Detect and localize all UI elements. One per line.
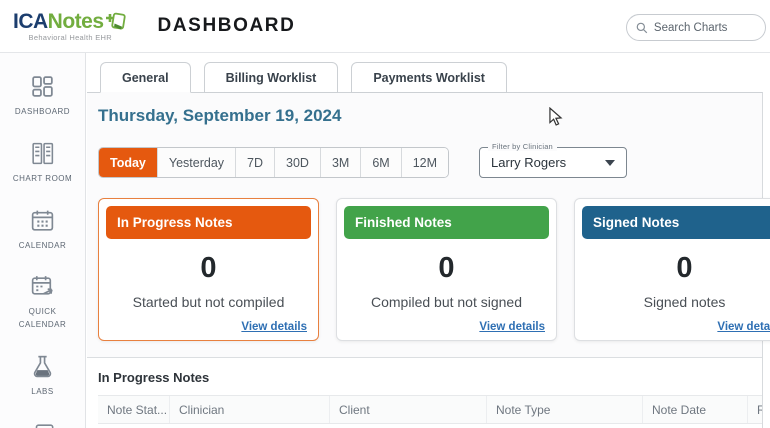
table-title: In Progress Notes [98,370,210,385]
sidebar-label: CHART ROOM [12,173,73,183]
logo-notepad-plus-icon [105,12,126,30]
range-today-button[interactable]: Today [99,148,157,177]
quick-calendar-icon [31,276,53,295]
sidebar-item-dashboard[interactable]: DASHBOARD [4,73,82,119]
column-client[interactable]: Client [330,396,487,423]
tab-billing-worklist[interactable]: Billing Worklist [203,62,339,93]
clinician-filter-select[interactable]: Filter by Clinician Larry Rogers [479,142,628,178]
column-note-type[interactable]: Note Type [487,396,643,423]
sidebar-nav: DASHBOARD CHART ROOM CALENDAR QUICK CALE… [0,53,86,428]
range-12m-button[interactable]: 12M [400,148,449,177]
chevron-down-icon [605,159,616,166]
date-range-group: Today Yesterday 7D 30D 3M 6M 12M [98,147,450,178]
card-count: 0 [676,252,693,284]
tab-general[interactable]: General [100,62,191,93]
range-30d-button[interactable]: 30D [274,148,320,177]
table-header-row: Note Stat... Clinician Client Note Type … [98,395,762,424]
sidebar-label: LABS [31,386,54,396]
column-clinician[interactable]: Clinician [170,396,330,423]
sidebar-label: QUICK CALENDAR [18,307,67,330]
range-6m-button[interactable]: 6M [360,148,401,177]
empty-table-row [98,424,762,428]
general-tab-panel: Thursday, September 19, 2024 Today Yeste… [87,92,770,428]
column-note-date[interactable]: Note Date [643,396,748,423]
search-charts-box[interactable] [626,14,766,41]
sidebar-item-labs[interactable]: LABS [4,353,82,399]
card-finished-notes: Finished Notes 0 Compiled but not signed… [336,198,557,341]
logo-wordmark: ICANotes [13,9,104,33]
card-description: Compiled but not signed [371,294,522,310]
in-progress-notes-section: In Progress Notes Note Stat... Clinician… [87,357,762,428]
card-count: 0 [200,252,217,284]
card-header: Signed Notes [582,206,770,239]
icanotes-logo[interactable]: ICANotes Behavioral Health EHR [13,10,128,42]
labs-flask-icon [33,355,52,378]
sidebar-label: DASHBOARD [14,107,71,116]
card-count: 0 [438,252,455,284]
sidebar-item-support[interactable]: SUPPORT [4,420,82,428]
view-details-link[interactable]: View details [241,321,307,333]
tab-payments-worklist[interactable]: Payments Worklist [351,62,507,93]
card-header: Finished Notes [344,206,549,239]
calendar-icon [31,210,54,231]
clinician-filter-label: Filter by Clinician [488,142,557,151]
range-3m-button[interactable]: 3M [319,148,361,177]
stat-cards: In Progress Notes 0 Started but not comp… [98,198,770,341]
card-description: Signed notes [643,294,726,310]
card-in-progress-notes: In Progress Notes 0 Started but not comp… [98,198,319,341]
mouse-cursor [549,107,563,126]
sidebar-item-quick-calendar[interactable]: QUICK CALENDAR [4,273,82,332]
search-icon [636,22,648,33]
search-input[interactable] [653,21,756,34]
dashboard-grid-icon [32,76,53,97]
card-description: Started but not compiled [132,294,285,310]
sidebar-item-chart-room[interactable]: CHART ROOM [4,140,82,186]
worklist-tabs: General Billing Worklist Payments Workli… [100,62,507,93]
range-yesterday-button[interactable]: Yesterday [156,148,236,177]
card-header: In Progress Notes [106,206,311,239]
clinician-filter-value: Larry Rogers [491,155,567,170]
range-7d-button[interactable]: 7D [235,148,275,177]
logo-tagline: Behavioral Health EHR [28,33,112,43]
date-heading: Thursday, September 19, 2024 [98,106,342,125]
column-note-status[interactable]: Note Stat... [98,396,170,423]
main-content: General Billing Worklist Payments Workli… [87,53,770,428]
support-chat-icon [35,424,54,428]
chart-room-cabinet-icon [32,142,54,164]
sidebar-label: CALENDAR [18,240,67,250]
view-details-link[interactable]: View details [479,321,545,333]
view-details-link[interactable]: View details [717,321,770,333]
page-title: DASHBOARD [157,15,296,36]
column-rendering[interactable]: Ren [748,396,762,423]
sidebar-item-calendar[interactable]: CALENDAR [4,207,82,253]
card-signed-notes: Signed Notes 0 Signed notes View details [574,198,770,341]
filter-row: Today Yesterday 7D 30D 3M 6M 12M Filter … [98,142,628,178]
app-header: ICANotes Behavioral Health EHR DASHBOARD [0,0,770,53]
